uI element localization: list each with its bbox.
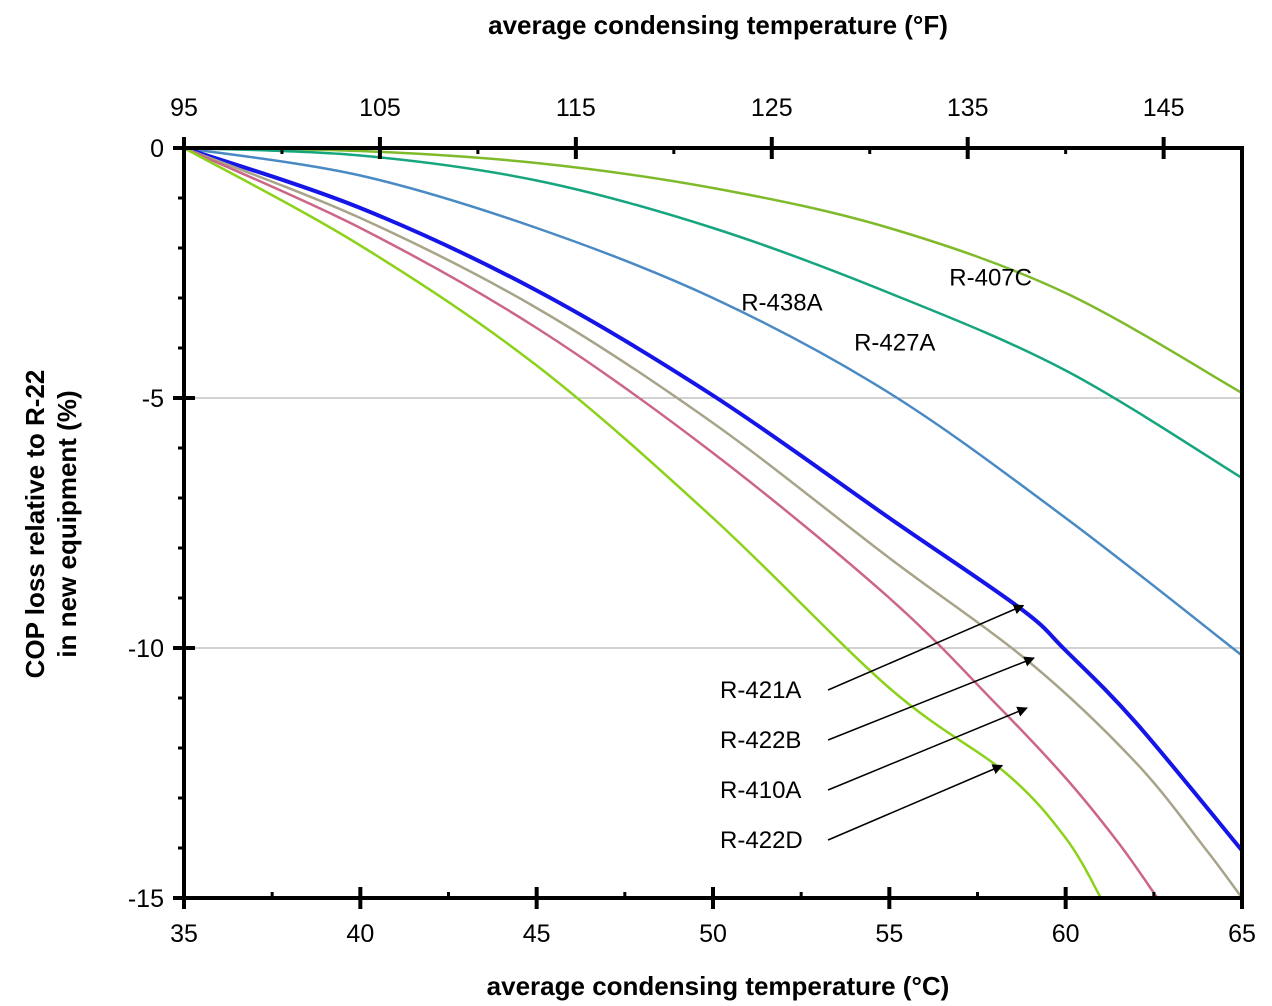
x-tick-label: 40: [346, 920, 374, 948]
series-line-r-421a: [183, 146, 1244, 852]
axis-ticks: 35 40 45 50 55 60 65 95 105 115 125 135 145 0 -5 -10 -15: [128, 94, 1256, 948]
annotation-arrow: [827, 764, 1004, 841]
x-tick-label: 60: [1052, 920, 1080, 948]
annotation-label: R-422D: [720, 827, 803, 854]
x2-tick-label: 135: [947, 94, 989, 122]
series-line-r-407c: [183, 146, 1243, 395]
x-axis-title: average condensing temperature (°C): [487, 971, 950, 1001]
series-annotations: R-407C R-427A R-438A R-421A R-422B R-410A R-42…: [720, 265, 1035, 854]
annotation-label: R-422B: [720, 727, 801, 754]
x-tick-label: 35: [170, 920, 198, 948]
series-line-r-438a: [183, 146, 1243, 657]
y-axis-title-line2: in new equipment (%): [52, 390, 82, 657]
annotation-label: R-407C: [949, 265, 1032, 292]
x2-tick-label: 115: [556, 94, 596, 122]
series-line-r-427a: [183, 146, 1243, 480]
series-line-r-410a: [183, 146, 1159, 899]
x-tick-label: 65: [1228, 920, 1256, 948]
x2-tick-label: 145: [1143, 94, 1185, 122]
y-tick-label: -10: [128, 635, 164, 663]
y-tick-label: 0: [150, 135, 164, 163]
annotation-label: R-410A: [720, 777, 801, 804]
series-line-r-422d: [183, 146, 1103, 899]
y-tick-label: -5: [142, 385, 164, 413]
annotation-arrow: [827, 656, 1035, 741]
gridlines: [184, 397, 1242, 649]
series-lines: [183, 146, 1244, 899]
annotation-arrow: [827, 706, 1028, 791]
plot-area-border: [182, 146, 1244, 900]
x-tick-label: 55: [875, 920, 903, 948]
y-axis-title-line1: COP loss relative to R-22: [20, 370, 50, 679]
annotation-label: R-427A: [854, 330, 935, 357]
plot-frame: [182, 146, 1244, 900]
x2-tick-label: 95: [170, 94, 198, 122]
x-tick-label: 45: [523, 920, 551, 948]
series-line-r-422b: [183, 146, 1244, 899]
annotation-label: R-438A: [741, 290, 822, 317]
y-axis-title: COP loss relative to R-22 in new equipme…: [20, 370, 82, 679]
x2-tick-label: 105: [359, 94, 401, 122]
x2-axis-title: average condensing temperature (°F): [488, 10, 948, 40]
x-tick-label: 50: [699, 920, 727, 948]
y-tick-label: -15: [128, 885, 164, 913]
annotation-arrow: [827, 604, 1025, 691]
annotation-label: R-421A: [720, 677, 801, 704]
x2-tick-label: 125: [751, 94, 793, 122]
